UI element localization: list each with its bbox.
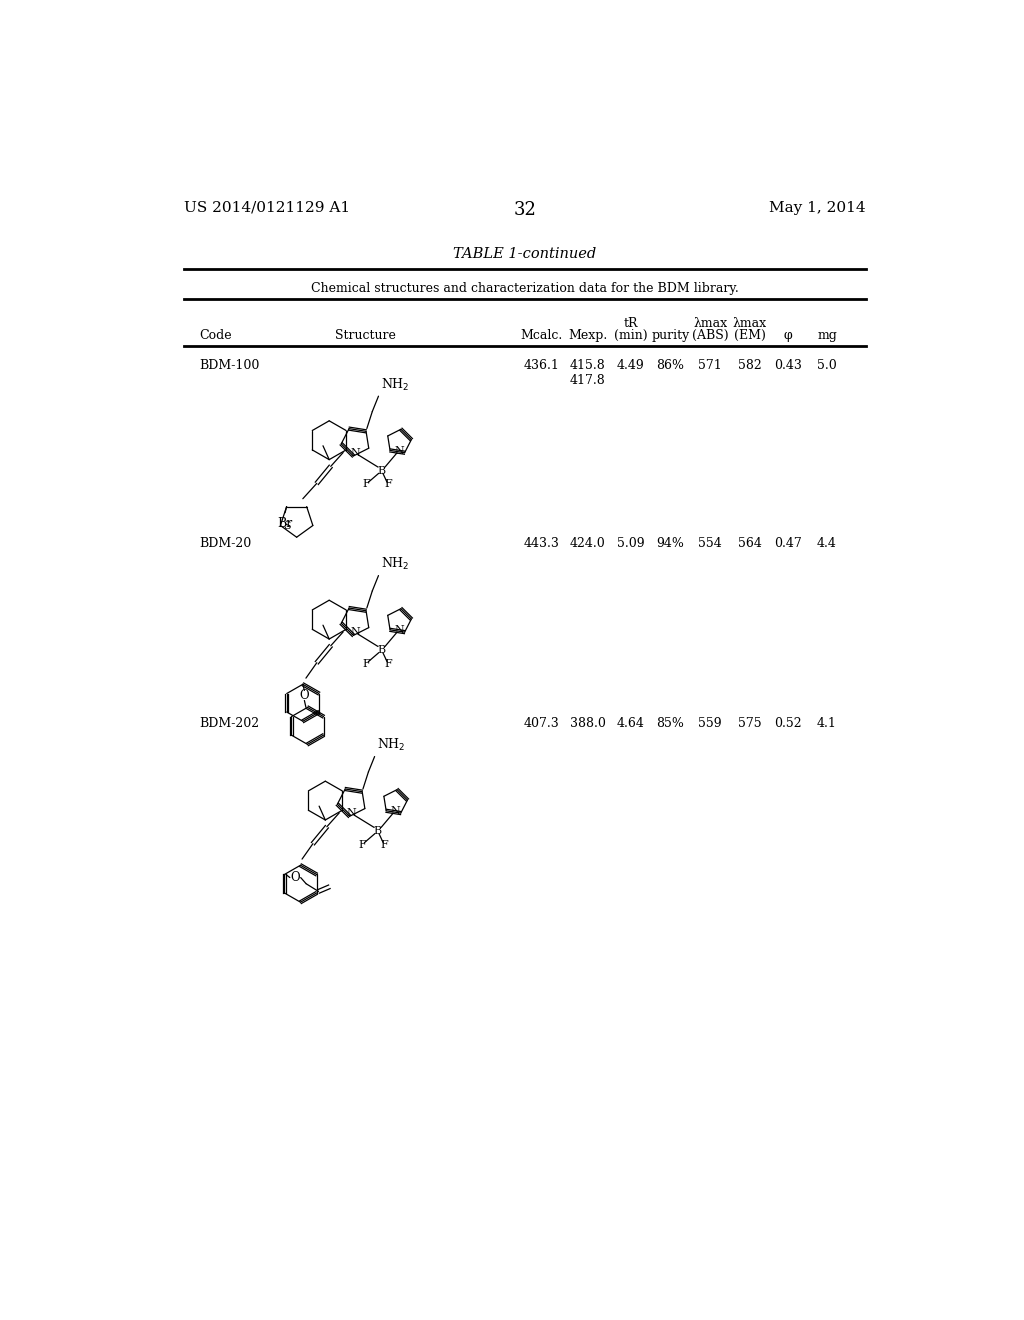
Text: N: N <box>390 807 400 816</box>
Text: λmax: λmax <box>693 317 727 330</box>
Text: N: N <box>351 627 360 638</box>
Text: F: F <box>362 659 370 669</box>
Text: NH$_2$: NH$_2$ <box>381 557 410 573</box>
Text: 554: 554 <box>698 537 722 550</box>
Text: 388.0: 388.0 <box>569 718 605 730</box>
Text: N: N <box>351 447 360 458</box>
Text: NH$_2$: NH$_2$ <box>377 738 406 754</box>
Text: F: F <box>381 840 388 850</box>
Text: (min): (min) <box>614 330 648 342</box>
Text: Chemical structures and characterization data for the BDM library.: Chemical structures and characterization… <box>311 282 738 296</box>
Text: 436.1: 436.1 <box>524 359 560 372</box>
Text: NH$_2$: NH$_2$ <box>381 378 410 393</box>
Text: (ABS): (ABS) <box>692 330 728 342</box>
Text: 32: 32 <box>513 201 537 219</box>
Text: Br: Br <box>278 517 293 531</box>
Text: BDM-100: BDM-100 <box>200 359 260 372</box>
Text: 0.47: 0.47 <box>774 537 802 550</box>
Text: λmax: λmax <box>732 317 767 330</box>
Text: 4.1: 4.1 <box>817 718 837 730</box>
Text: 5.0: 5.0 <box>817 359 837 372</box>
Text: mg: mg <box>817 330 837 342</box>
Text: N: N <box>394 446 403 455</box>
Text: 424.0: 424.0 <box>569 537 605 550</box>
Text: φ: φ <box>784 330 793 342</box>
Text: Mexp.: Mexp. <box>568 330 607 342</box>
Text: Mcalc.: Mcalc. <box>521 330 563 342</box>
Text: F: F <box>362 479 370 490</box>
Text: F: F <box>385 659 392 669</box>
Text: 4.64: 4.64 <box>617 718 645 730</box>
Text: O: O <box>291 871 300 884</box>
Text: 443.3: 443.3 <box>524 537 560 550</box>
Text: 85%: 85% <box>656 718 684 730</box>
Text: 415.8
417.8: 415.8 417.8 <box>569 359 605 387</box>
Text: 564: 564 <box>737 537 762 550</box>
Text: tR: tR <box>624 317 638 330</box>
Text: 94%: 94% <box>656 537 684 550</box>
Text: 407.3: 407.3 <box>524 718 560 730</box>
Text: purity: purity <box>651 330 689 342</box>
Text: 86%: 86% <box>656 359 684 372</box>
Text: S: S <box>283 520 291 531</box>
Text: BDM-202: BDM-202 <box>200 718 259 730</box>
Text: 559: 559 <box>698 718 722 730</box>
Text: N: N <box>347 808 356 818</box>
Text: 575: 575 <box>737 718 762 730</box>
Text: 4.49: 4.49 <box>617 359 645 372</box>
Text: B: B <box>374 826 382 836</box>
Text: 571: 571 <box>698 359 722 372</box>
Text: Structure: Structure <box>336 330 396 342</box>
Text: (EM): (EM) <box>733 330 766 342</box>
Text: Code: Code <box>200 330 231 342</box>
Text: US 2014/0121129 A1: US 2014/0121129 A1 <box>183 201 350 215</box>
Text: BDM-20: BDM-20 <box>200 537 252 550</box>
Text: 0.52: 0.52 <box>774 718 802 730</box>
Text: TABLE 1-continued: TABLE 1-continued <box>454 247 596 261</box>
Text: F: F <box>358 840 367 850</box>
Text: N: N <box>394 626 403 635</box>
Text: 582: 582 <box>737 359 762 372</box>
Text: B: B <box>378 466 386 475</box>
Text: F: F <box>385 479 392 490</box>
Text: B: B <box>378 645 386 655</box>
Text: O: O <box>300 689 309 701</box>
Text: 5.09: 5.09 <box>617 537 645 550</box>
Text: 4.4: 4.4 <box>817 537 837 550</box>
Text: 0.43: 0.43 <box>774 359 802 372</box>
Text: May 1, 2014: May 1, 2014 <box>769 201 866 215</box>
